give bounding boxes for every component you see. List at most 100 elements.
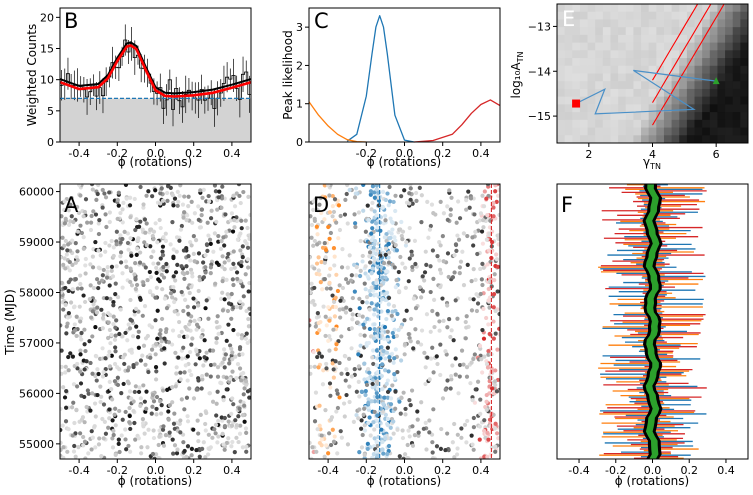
- panel-d-point: [354, 389, 359, 394]
- panel-a-point: [195, 352, 200, 357]
- panel-d-point: [389, 231, 394, 236]
- panel-d-point: [394, 277, 399, 283]
- panel-a-point: [242, 386, 247, 391]
- panel-a-point: [244, 308, 249, 314]
- panel-e-heat-cell: [725, 104, 734, 113]
- panel-a-point: [153, 318, 158, 323]
- panel-e-heat-cell: [564, 19, 573, 28]
- panel-d-point: [485, 184, 491, 187]
- panel-e-heat-cell: [587, 50, 596, 59]
- panel-d-point: [435, 311, 440, 316]
- panel-d-point: [328, 393, 333, 398]
- panel-a-point: [160, 198, 166, 203]
- panel-e-heat-cell: [602, 81, 611, 90]
- panel-a-point: [103, 212, 108, 217]
- panel-a-point: [124, 447, 129, 452]
- panel-d-point: [464, 198, 469, 203]
- panel-d-point: [339, 435, 344, 440]
- panel-a-point: [73, 240, 78, 246]
- panel-a-point: [191, 234, 196, 239]
- panel-d-point: [326, 224, 331, 230]
- panel-e-heat-cell: [656, 104, 665, 113]
- panel-a-point: [90, 371, 95, 376]
- panel-a-point: [121, 200, 126, 205]
- panel-e-heat-cell: [702, 34, 711, 44]
- panel-e-heat-cell: [725, 50, 734, 59]
- panel-a-point: [208, 265, 213, 270]
- panel-e-heat-cell: [564, 50, 573, 59]
- panel-a-point: [170, 400, 175, 405]
- panel-a-point: [123, 409, 128, 415]
- panel-e-heat-cell: [557, 119, 566, 129]
- panel-d-point: [372, 436, 377, 441]
- panel-e-heat-cell: [717, 81, 726, 90]
- panel-b-background-fill: [60, 98, 251, 142]
- panel-e-heat-cell: [671, 88, 680, 98]
- panel-e-heat-cell: [595, 104, 604, 113]
- panel-a-point: [92, 401, 98, 406]
- panel-a-point: [204, 242, 210, 247]
- panel-d-point: [427, 227, 433, 232]
- panel-a-point: [182, 334, 187, 340]
- panel-d-point: [346, 280, 351, 285]
- panel-d-point: [309, 323, 312, 328]
- panel-d-point: [328, 385, 333, 390]
- panel-e-heat-cell: [610, 112, 619, 121]
- panel-a-point: [72, 443, 77, 449]
- panel-a-point: [61, 307, 66, 312]
- panel-d-point: [316, 255, 321, 260]
- panel-a-point: [185, 327, 190, 332]
- panel-e-heat-cell: [679, 88, 688, 98]
- panel-d-point: [428, 264, 433, 269]
- panel-e: 2 4 6−13−14−15 E γTN log₁₀ATN: [509, 3, 749, 171]
- panel-d-point: [427, 377, 432, 382]
- panel-c-xtick-label: 0.0: [396, 147, 414, 160]
- panel-a-point: [84, 359, 89, 364]
- panel-e-heat-cell: [602, 50, 611, 59]
- panel-a-point: [101, 370, 106, 375]
- panel-d-point: [485, 365, 491, 370]
- panel-d-point: [332, 314, 338, 319]
- panel-d-point: [320, 382, 326, 387]
- panel-a-point: [214, 319, 219, 325]
- panel-d-point: [337, 360, 342, 366]
- panel-a-point: [215, 374, 221, 379]
- panel-a-point: [219, 264, 225, 269]
- panel-d-point: [361, 208, 366, 213]
- panel-a-point: [86, 391, 91, 396]
- panel-a-point: [81, 443, 86, 448]
- panel-d-point: [388, 425, 393, 430]
- panel-d-point: [408, 197, 413, 202]
- panel-d-point: [492, 426, 498, 431]
- panel-a-point: [88, 262, 93, 267]
- panel-e-heat-cell: [686, 58, 696, 67]
- panel-a-point: [90, 334, 95, 339]
- panel-e-heat-cell: [602, 19, 611, 28]
- panel-a-point: [166, 409, 171, 414]
- panel-e-heat-cell: [610, 50, 619, 59]
- panel-a-point: [133, 286, 138, 292]
- panel-e-heat-cell: [656, 11, 665, 20]
- panel-d-point: [328, 286, 333, 291]
- panel-e-heat-cell: [694, 112, 703, 121]
- panel-e-heat-cell: [610, 19, 619, 28]
- panel-a-point: [221, 235, 226, 240]
- panel-d-point: [494, 257, 500, 262]
- panel-e-heat-cell: [648, 127, 657, 136]
- panel-e-heat-cell: [709, 88, 718, 98]
- panel-a-point: [214, 219, 219, 224]
- panel-d-point: [375, 449, 380, 454]
- panel-d-point: [410, 201, 415, 206]
- panel-d-point: [314, 224, 319, 229]
- panel-a-point: [134, 361, 139, 366]
- panel-d-point: [407, 335, 412, 341]
- panel-e-heat-cell: [579, 58, 589, 67]
- panel-d-point: [362, 406, 367, 411]
- panel-d-point: [417, 285, 423, 290]
- panel-a-point: [94, 277, 100, 282]
- panel-a-point: [220, 184, 225, 189]
- panel-a-point: [60, 214, 64, 219]
- panel-e-heat-cell: [709, 4, 718, 13]
- panel-d-point: [484, 362, 490, 367]
- panel-e-heat-cell: [618, 135, 627, 143]
